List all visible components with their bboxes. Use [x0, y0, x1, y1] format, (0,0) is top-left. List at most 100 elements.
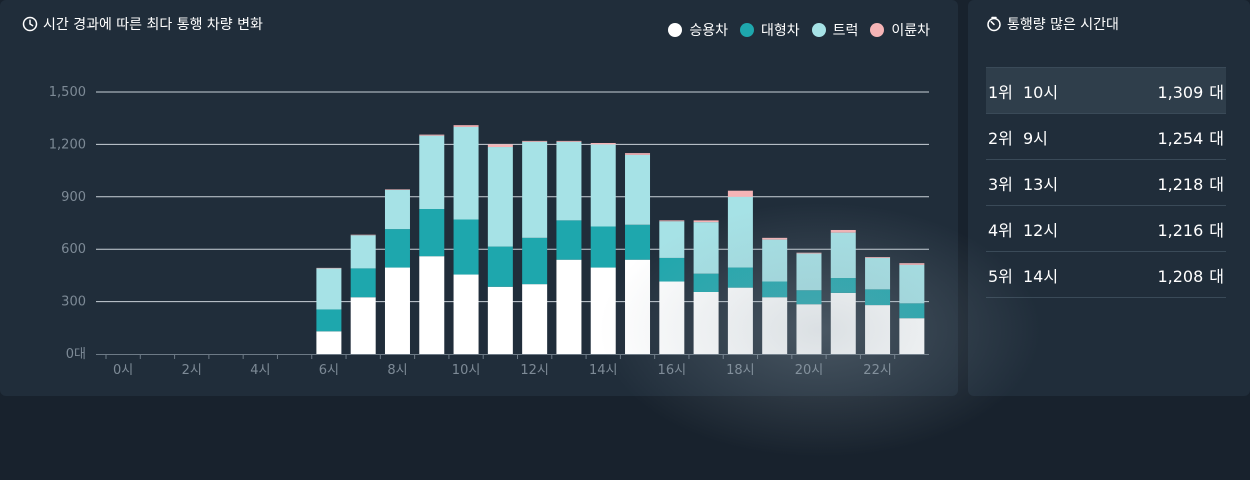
- bar-segment[interactable]: [522, 140, 548, 142]
- bar-segment[interactable]: [522, 237, 548, 285]
- bar-segment[interactable]: [762, 239, 788, 282]
- bar-segment[interactable]: [659, 221, 685, 258]
- bar-segment[interactable]: [693, 291, 719, 354]
- bar-segment[interactable]: [556, 220, 582, 260]
- rank-row[interactable]: 3위 13시 1,218 대: [986, 160, 1226, 206]
- bar-segment[interactable]: [522, 141, 548, 238]
- rank-row[interactable]: 2위 9시 1,254 대: [986, 114, 1226, 160]
- bar-segment[interactable]: [316, 331, 342, 354]
- bar-segment[interactable]: [830, 292, 856, 354]
- bar-segment[interactable]: [625, 154, 651, 225]
- bar-segment[interactable]: [384, 189, 410, 190]
- rank-row[interactable]: 4위 12시 1,216 대: [986, 206, 1226, 252]
- rank-row[interactable]: 5위 14시 1,208 대: [986, 252, 1226, 298]
- bar-segment[interactable]: [865, 305, 891, 354]
- bar-segment[interactable]: [487, 144, 513, 148]
- bar-segment[interactable]: [419, 134, 445, 136]
- bar-segment[interactable]: [350, 235, 376, 269]
- bar-segment[interactable]: [556, 140, 582, 142]
- bar-segment[interactable]: [590, 226, 616, 268]
- bar-segment[interactable]: [316, 268, 342, 310]
- bar-segment[interactable]: [453, 126, 479, 220]
- rank-count: 1,218: [1157, 174, 1204, 194]
- bar-segment[interactable]: [419, 256, 445, 354]
- bar-segment[interactable]: [453, 219, 479, 275]
- bar-segment[interactable]: [384, 189, 410, 230]
- bar-segment[interactable]: [899, 318, 925, 354]
- rank-panel: 통행량 많은 시간대 1위 10시 1,309 대 2위 9시 1,254 대 3위 13시…: [968, 0, 1250, 396]
- bar-segment[interactable]: [727, 190, 753, 197]
- legend-item[interactable]: 트럭: [811, 20, 858, 40]
- rank-count: 1,309: [1157, 82, 1204, 102]
- bar-segment[interactable]: [419, 135, 445, 210]
- rank-position: 4위: [988, 220, 1013, 240]
- bar-segment[interactable]: [899, 303, 925, 319]
- bar-segment[interactable]: [384, 267, 410, 354]
- bar-segment[interactable]: [590, 143, 616, 145]
- bar-segment[interactable]: [796, 252, 822, 254]
- bar-segment[interactable]: [625, 259, 651, 354]
- bar-segment[interactable]: [865, 289, 891, 306]
- rank-count: 1,216: [1157, 220, 1204, 240]
- x-tick-label: 6시: [319, 363, 339, 378]
- rank-unit: 대: [1209, 266, 1224, 286]
- legend-label: 대형차: [760, 23, 800, 39]
- bar-segment[interactable]: [727, 267, 753, 288]
- bar-segment[interactable]: [693, 273, 719, 292]
- legend-item[interactable]: 대형차: [739, 20, 800, 40]
- rank-row[interactable]: 1위 10시 1,309 대: [986, 67, 1226, 114]
- bar-segment[interactable]: [693, 220, 719, 223]
- bar-segment[interactable]: [453, 125, 479, 127]
- x-tick-label: 18시: [726, 363, 755, 378]
- bar-segment[interactable]: [899, 263, 925, 265]
- bar-segment[interactable]: [487, 246, 513, 287]
- bar-segment[interactable]: [727, 287, 753, 354]
- bar-segment[interactable]: [659, 257, 685, 282]
- bar-segment[interactable]: [762, 237, 788, 240]
- legend-swatch: [668, 23, 683, 37]
- bar-segment[interactable]: [796, 290, 822, 305]
- bar-segment[interactable]: [830, 232, 856, 279]
- rank-position: 1위: [988, 82, 1013, 102]
- bar-segment[interactable]: [384, 229, 410, 268]
- bar-segment[interactable]: [556, 259, 582, 354]
- rank-value: 1,208 대: [1157, 263, 1224, 287]
- bar-segment[interactable]: [762, 281, 788, 298]
- bar-segment[interactable]: [796, 253, 822, 291]
- bar-segment[interactable]: [865, 257, 891, 290]
- bar-segment[interactable]: [762, 297, 788, 354]
- bar-segment[interactable]: [350, 268, 376, 298]
- bar-segment[interactable]: [899, 264, 925, 304]
- bar-segment[interactable]: [350, 234, 376, 236]
- bar-segment[interactable]: [316, 267, 342, 269]
- rank-hour: 9시: [1017, 128, 1048, 148]
- bar-segment[interactable]: [625, 224, 651, 260]
- bar-segment[interactable]: [590, 267, 616, 354]
- legend-swatch: [739, 23, 754, 37]
- legend-item[interactable]: 이륜차: [870, 20, 930, 40]
- x-tick-label: 16시: [658, 363, 687, 378]
- x-tick-label: 22시: [863, 363, 892, 378]
- bar-segment[interactable]: [625, 153, 651, 155]
- bar-segment[interactable]: [693, 222, 719, 274]
- bar-segment[interactable]: [487, 147, 513, 247]
- bar-segment[interactable]: [316, 309, 342, 332]
- bar-segment[interactable]: [727, 196, 753, 268]
- bar-segment[interactable]: [453, 274, 479, 354]
- bar-segment[interactable]: [419, 209, 445, 257]
- bar-segment[interactable]: [522, 284, 548, 354]
- bar-segment[interactable]: [350, 297, 376, 354]
- bar-segment[interactable]: [830, 278, 856, 293]
- rank-unit: 대: [1209, 128, 1224, 148]
- legend-item[interactable]: 승용차: [668, 20, 728, 40]
- bar-segment[interactable]: [659, 220, 685, 222]
- bar-segment[interactable]: [487, 286, 513, 354]
- bar-segment[interactable]: [865, 257, 891, 258]
- y-tick-label: 300: [61, 295, 86, 310]
- bar-segment[interactable]: [830, 229, 856, 233]
- bar-segment[interactable]: [659, 281, 685, 354]
- bar-segment[interactable]: [556, 141, 582, 221]
- x-tick-label: 12시: [520, 363, 549, 378]
- bar-segment[interactable]: [796, 304, 822, 354]
- bar-segment[interactable]: [590, 144, 616, 227]
